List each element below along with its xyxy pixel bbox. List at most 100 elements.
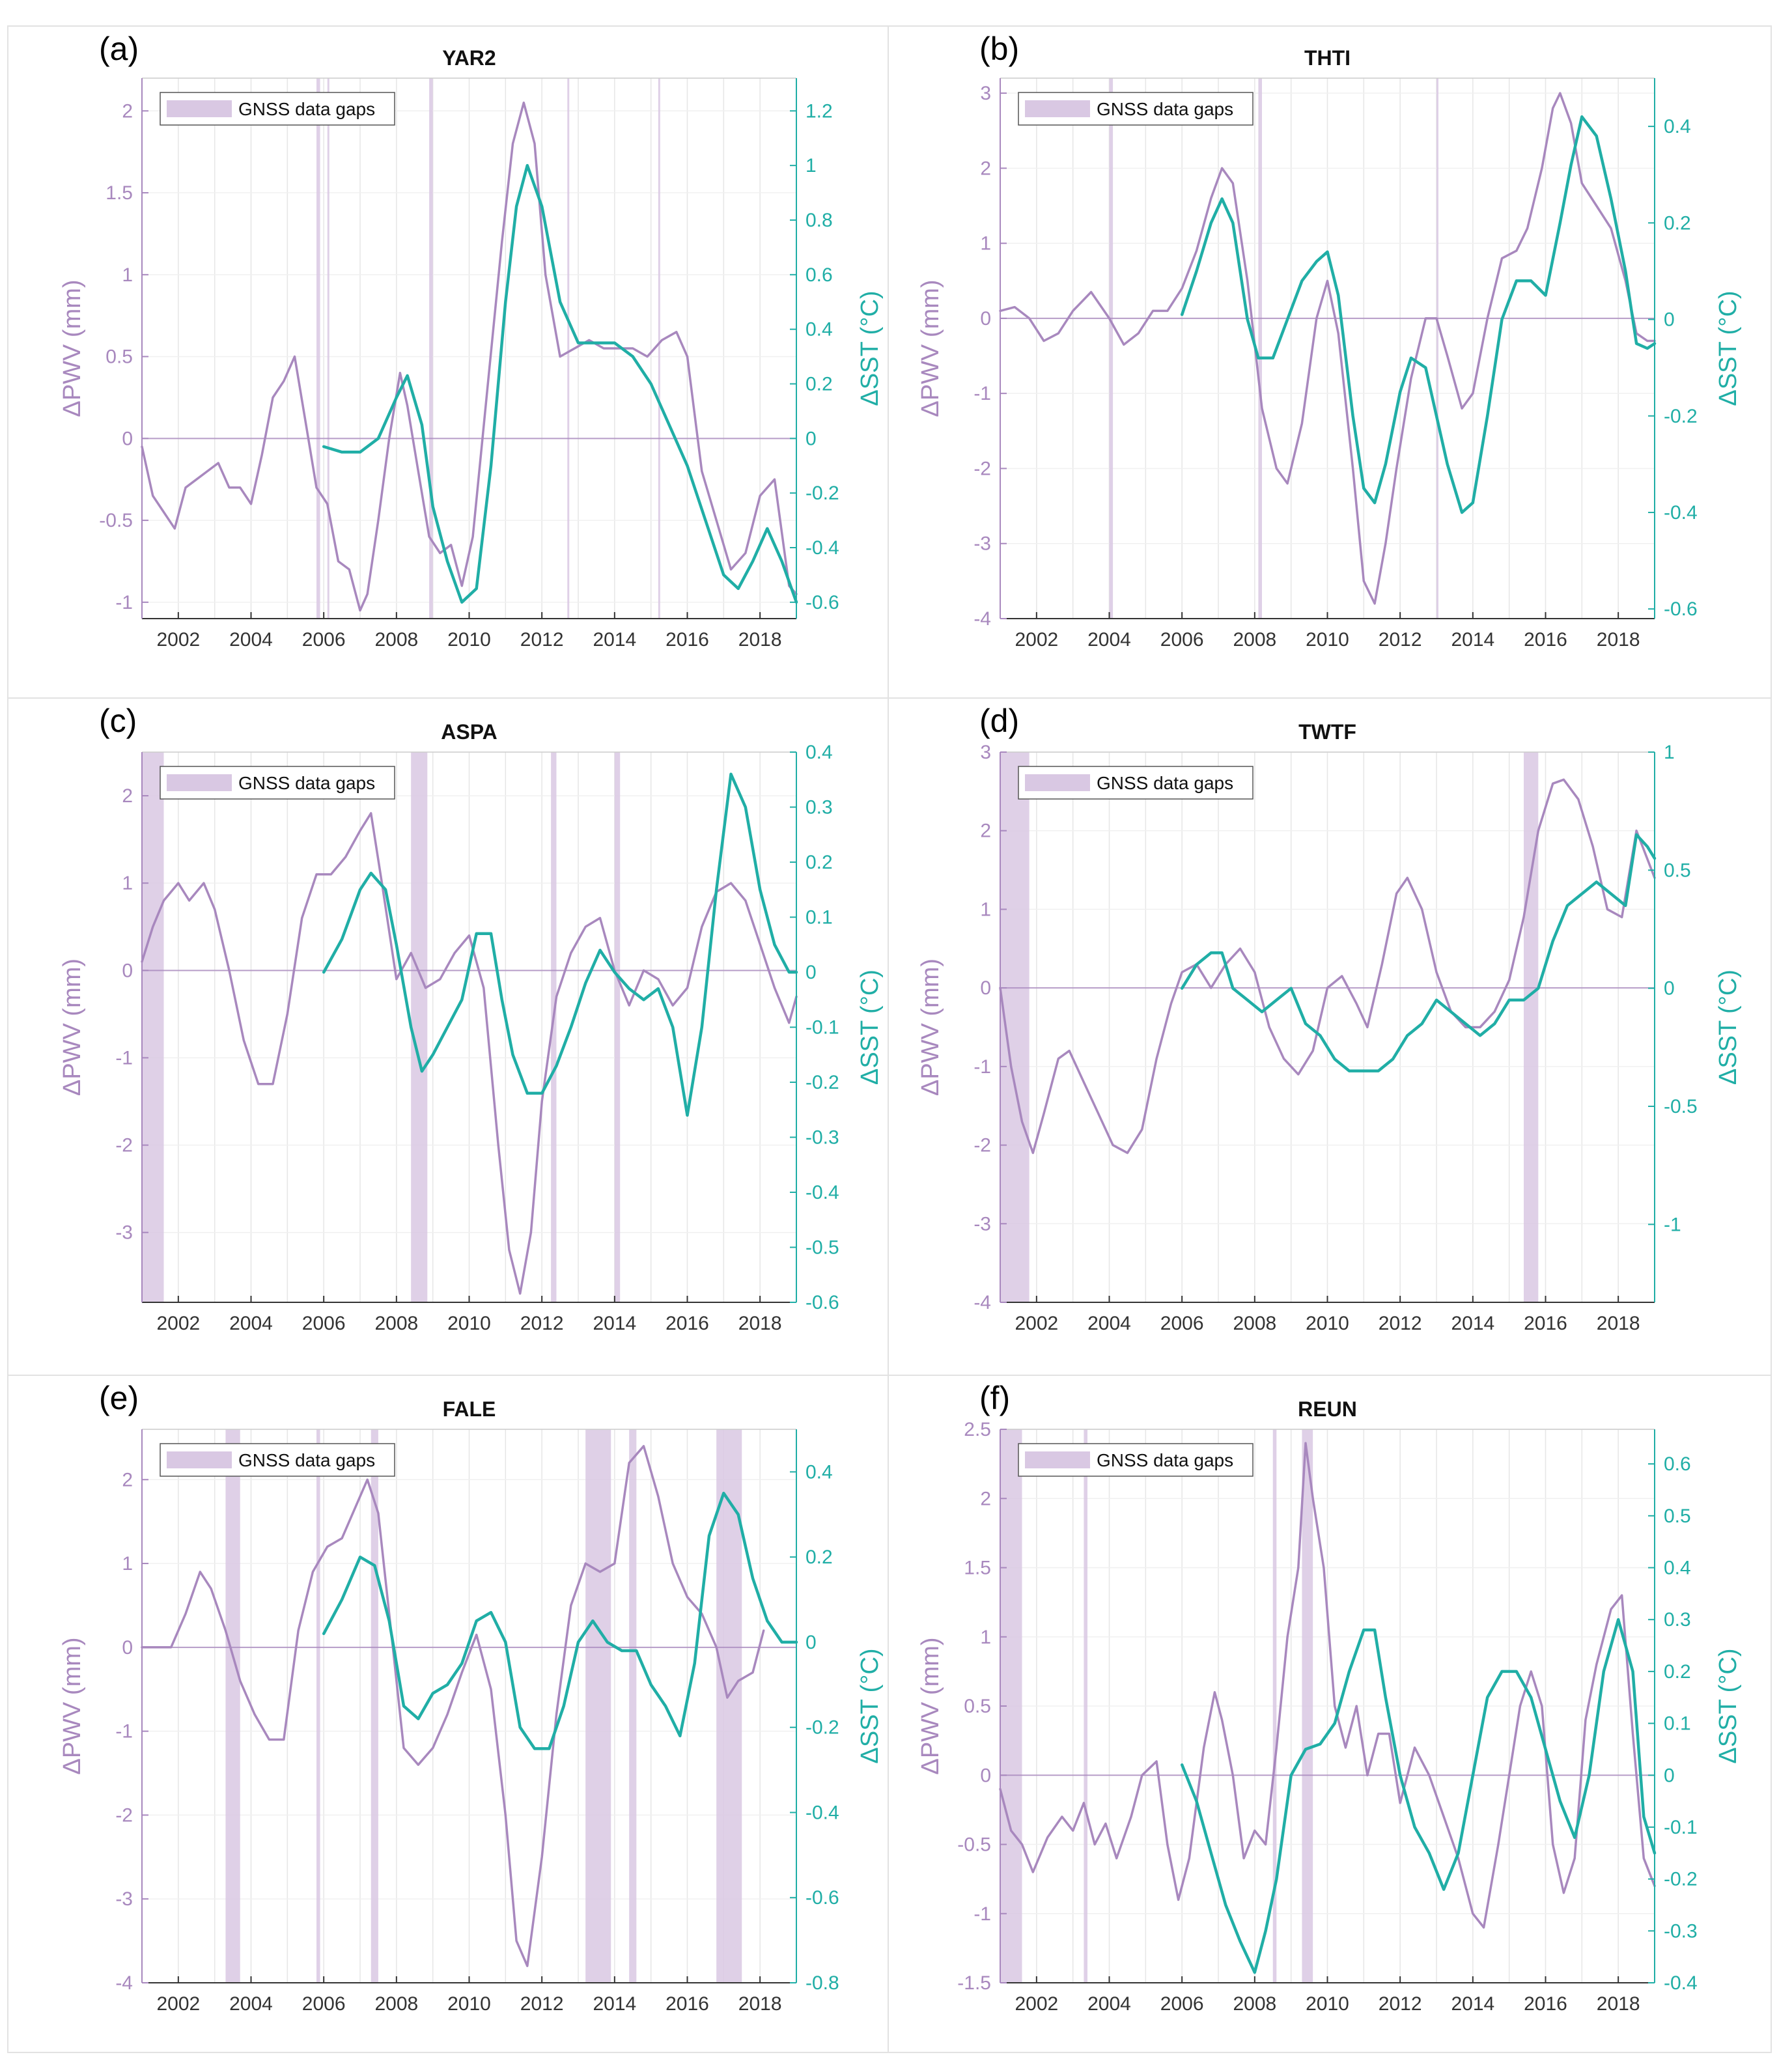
y-tick-label-right: 0: [805, 428, 817, 449]
x-tick-label: 2004: [1087, 629, 1131, 651]
x-tick-label: 2008: [1233, 629, 1276, 651]
x-tick-label: 2010: [1306, 629, 1349, 651]
y-axis-label-right: ΔSST (°C): [856, 1648, 884, 1763]
y-tick-label-left: 1: [122, 1553, 133, 1575]
legend-entry-label: GNSS data gaps: [1097, 773, 1233, 793]
y-tick-label-left: 1: [980, 1627, 991, 1648]
y-tick-label-right: -0.4: [1664, 502, 1698, 524]
y-axis-label-left: ΔPWV (mm): [917, 959, 944, 1096]
panel-letter: (f): [979, 1380, 1010, 1416]
y-tick-label-right: 0.3: [805, 797, 833, 819]
x-tick-label: 2004: [229, 1313, 273, 1334]
x-tick-label: 2004: [229, 629, 273, 651]
y-axis-label-left: ΔPWV (mm): [59, 959, 86, 1096]
x-tick-label: 2006: [1160, 629, 1204, 651]
y-tick-label-right: -0.2: [805, 1717, 839, 1739]
gnss-data-gap: [1272, 1429, 1277, 1983]
sst-series-line: [322, 163, 798, 604]
y-tick-label-left: -1: [974, 1903, 991, 1925]
y-tick-label-right: 0: [1664, 309, 1675, 331]
panel-letter: (d): [979, 703, 1019, 739]
y-tick-label-right: -0.4: [1664, 1972, 1698, 1994]
chart-title: TWTF: [1298, 720, 1356, 744]
chart-panel-yar2: 2002 2004 2006 2008 2010 2012 2014 2016 2018-1-0…: [59, 31, 884, 651]
x-tick-label: 2012: [520, 1313, 564, 1334]
legend-entry-label: GNSS data gaps: [238, 773, 375, 793]
y-tick-label-left: -1: [115, 1721, 133, 1743]
x-tick-label: 2014: [593, 1313, 636, 1334]
legend-entry-label: GNSS data gaps: [1097, 99, 1233, 119]
y-tick-label-left: 3: [980, 83, 991, 104]
gnss-data-gap: [1436, 78, 1438, 619]
y-tick-label-right: 1: [805, 155, 817, 176]
y-tick-label-right: -1: [1664, 1214, 1681, 1235]
y-tick-label-left: 0.5: [964, 1696, 991, 1717]
gnss-data-gap: [551, 752, 557, 1302]
x-tick-label: 2018: [1597, 1993, 1640, 2015]
gnss-data-gap: [411, 752, 428, 1302]
y-tick-label-left: 0: [122, 960, 133, 981]
x-tick-label: 2016: [1524, 1993, 1567, 2015]
y-tick-label-right: 0.3: [1664, 1609, 1691, 1631]
pwv-series-line: [999, 1442, 1656, 1929]
y-tick-label-right: -0.4: [805, 1802, 839, 1823]
y-tick-label-right: 0.2: [805, 1547, 833, 1568]
y-tick-label-left: 0: [980, 308, 991, 329]
x-tick-label: 2014: [1451, 1993, 1494, 2015]
y-tick-label-left: -3: [974, 1213, 991, 1235]
gnss-data-gap: [1302, 1429, 1313, 1983]
x-tick-label: 2016: [665, 629, 709, 651]
chart-panel-fale: 2002 2004 2006 2008 2010 2012 2014 2016 2018-4-3…: [59, 1380, 884, 2015]
x-tick-label: 2014: [1451, 1313, 1494, 1334]
y-tick-label-right: -0.6: [805, 1292, 839, 1313]
y-tick-label-right: -0.2: [1664, 1869, 1698, 1890]
y-tick-label-right: 0.8: [805, 210, 833, 231]
y-tick-label-left: 1: [122, 264, 133, 286]
y-tick-label-left: 2: [980, 1488, 991, 1509]
legend-swatch: [167, 100, 232, 117]
gnss-data-gap: [225, 1429, 240, 1983]
y-tick-label-left: -1: [115, 1047, 133, 1069]
x-tick-label: 2012: [1379, 1993, 1422, 2015]
gnss-data-gap: [1109, 78, 1114, 619]
x-tick-label: 2012: [1379, 1313, 1422, 1334]
chart-panel-reun: 2002 2004 2006 2008 2010 2012 2014 2016 2018-1.5…: [917, 1380, 1742, 2015]
x-tick-label: 2014: [593, 1993, 636, 2015]
y-tick-label-left: 2: [122, 785, 133, 807]
y-tick-label-right: -0.2: [805, 1072, 839, 1093]
y-tick-label-left: -2: [974, 1135, 991, 1156]
y-tick-label-right: 0.2: [805, 852, 833, 873]
legend-swatch: [1025, 774, 1090, 791]
y-tick-label-right: 0: [1664, 1765, 1675, 1786]
chart-title: FALE: [443, 1397, 496, 1421]
gnss-data-gap: [316, 78, 320, 619]
y-tick-label-left: -3: [115, 1222, 133, 1244]
y-tick-label-left: 2.5: [964, 1419, 991, 1440]
chart-panel-thti: 2002 2004 2006 2008 2010 2012 2014 2016 2018-4-3…: [917, 31, 1742, 651]
x-tick-label: 2012: [520, 629, 564, 651]
y-tick-label-right: -0.3: [805, 1127, 839, 1149]
y-tick-label-right: 0.5: [1664, 1505, 1691, 1527]
y-tick-label-left: 0: [122, 1637, 133, 1659]
y-tick-label-left: 2: [980, 158, 991, 179]
legend-swatch: [1025, 100, 1090, 117]
sst-series-line: [1180, 115, 1657, 514]
x-tick-label: 2016: [1524, 1313, 1567, 1334]
chart-title: REUN: [1298, 1397, 1357, 1421]
legend-entry-label: GNSS data gaps: [238, 99, 375, 119]
y-tick-label-right: -0.8: [805, 1972, 839, 1994]
y-axis-label-left: ΔPWV (mm): [917, 279, 944, 417]
x-tick-label: 2012: [1379, 629, 1422, 651]
y-tick-label-right: 0: [1664, 978, 1675, 1000]
y-axis-label-right: ΔSST (°C): [856, 290, 884, 406]
x-tick-label: 2012: [520, 1993, 564, 2015]
y-tick-label-left: -0.5: [957, 1834, 991, 1856]
y-tick-label-right: 0: [805, 1632, 817, 1653]
x-tick-label: 2018: [738, 1313, 782, 1334]
chart-title: ASPA: [441, 720, 497, 744]
y-axis-label-left: ΔPWV (mm): [917, 1637, 944, 1774]
y-tick-label-left: -1: [974, 1056, 991, 1078]
y-tick-label-right: -0.6: [805, 592, 839, 613]
y-tick-label-right: 0.1: [805, 907, 833, 929]
